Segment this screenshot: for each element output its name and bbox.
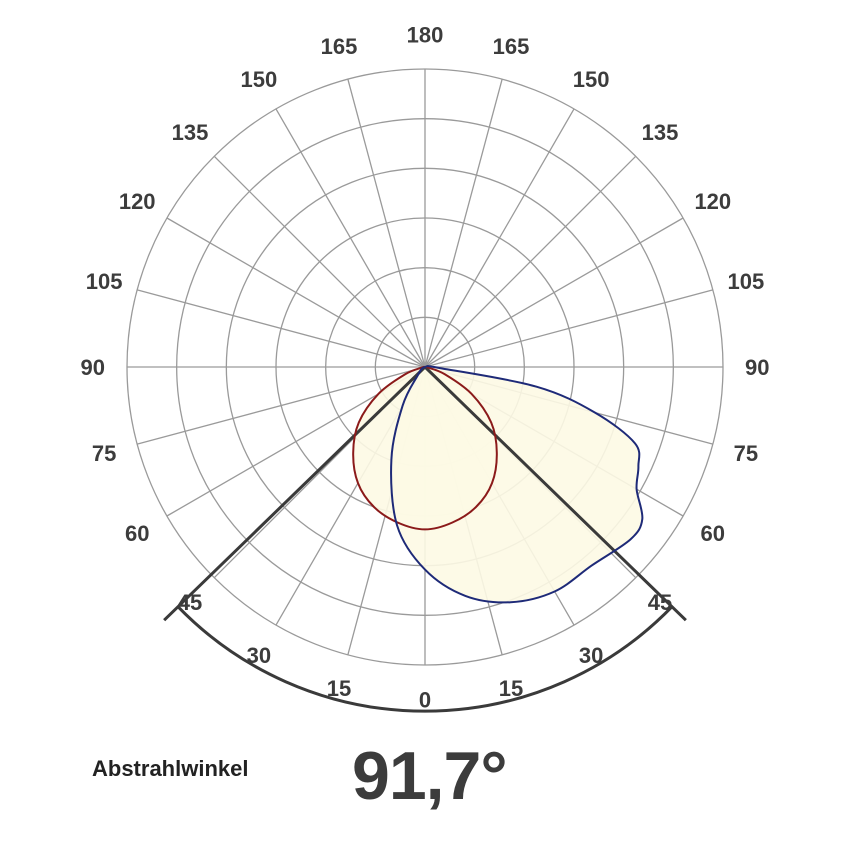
grid-spoke bbox=[275, 108, 426, 368]
asymmetric-distribution-curve bbox=[390, 365, 644, 604]
angle-tick-label: 120 bbox=[694, 189, 731, 214]
angle-tick-label: 165 bbox=[493, 34, 530, 59]
grid-spoke bbox=[136, 366, 426, 445]
beam-angle-value: 91,7° bbox=[352, 738, 508, 814]
beam-angle-marker bbox=[163, 365, 687, 713]
beam-edge-left bbox=[163, 365, 427, 622]
angle-tick-label: 45 bbox=[648, 590, 672, 615]
angle-tick-label: 45 bbox=[178, 590, 202, 615]
grid-spoke bbox=[424, 78, 503, 368]
angle-tick-label: 75 bbox=[92, 441, 116, 466]
angle-tick-label: 165 bbox=[321, 34, 358, 59]
grid-spoke bbox=[424, 289, 714, 368]
beam-fill-area bbox=[353, 366, 643, 603]
angle-tick-label: 0 bbox=[419, 687, 431, 712]
angle-tick-label: 30 bbox=[579, 643, 603, 668]
beam-edge-right bbox=[423, 365, 687, 622]
angle-tick-label: 75 bbox=[734, 441, 758, 466]
grid-spoke bbox=[166, 217, 426, 368]
beam-angle-arc bbox=[176, 605, 674, 713]
symmetric-distribution-curve bbox=[352, 365, 498, 531]
grid-spoke bbox=[136, 289, 426, 368]
angle-tick-label: 15 bbox=[499, 676, 523, 701]
angle-tick-label: 150 bbox=[573, 67, 610, 92]
grid-spoke bbox=[347, 78, 426, 368]
angle-tick-label: 90 bbox=[745, 355, 769, 380]
angle-tick-label: 60 bbox=[701, 521, 725, 546]
angle-tick-labels: 0 15 30 45 60 75 90 105 120 135 150 165 180 15 30 45 60 7… bbox=[80, 23, 769, 713]
series-fill bbox=[391, 366, 643, 603]
grid-spoke bbox=[213, 155, 426, 368]
angle-tick-label: 105 bbox=[728, 269, 765, 294]
angle-tick-label: 150 bbox=[241, 67, 278, 92]
beam-angle-label: Abstrahlwinkel bbox=[92, 756, 249, 781]
angle-tick-label: 105 bbox=[86, 269, 123, 294]
angle-tick-label: 120 bbox=[119, 189, 156, 214]
distribution-curves bbox=[352, 365, 644, 604]
angle-tick-label: 135 bbox=[642, 120, 679, 145]
grid-spoke bbox=[424, 217, 684, 368]
angle-tick-label: 135 bbox=[172, 120, 209, 145]
angle-tick-label: 30 bbox=[247, 643, 271, 668]
grid-spoke bbox=[424, 108, 575, 368]
angle-tick-label: 15 bbox=[327, 676, 351, 701]
grid-spoke bbox=[424, 155, 637, 368]
angle-tick-label: 90 bbox=[80, 355, 104, 380]
angle-tick-label: 180 bbox=[407, 23, 444, 48]
angle-tick-label: 60 bbox=[125, 521, 149, 546]
